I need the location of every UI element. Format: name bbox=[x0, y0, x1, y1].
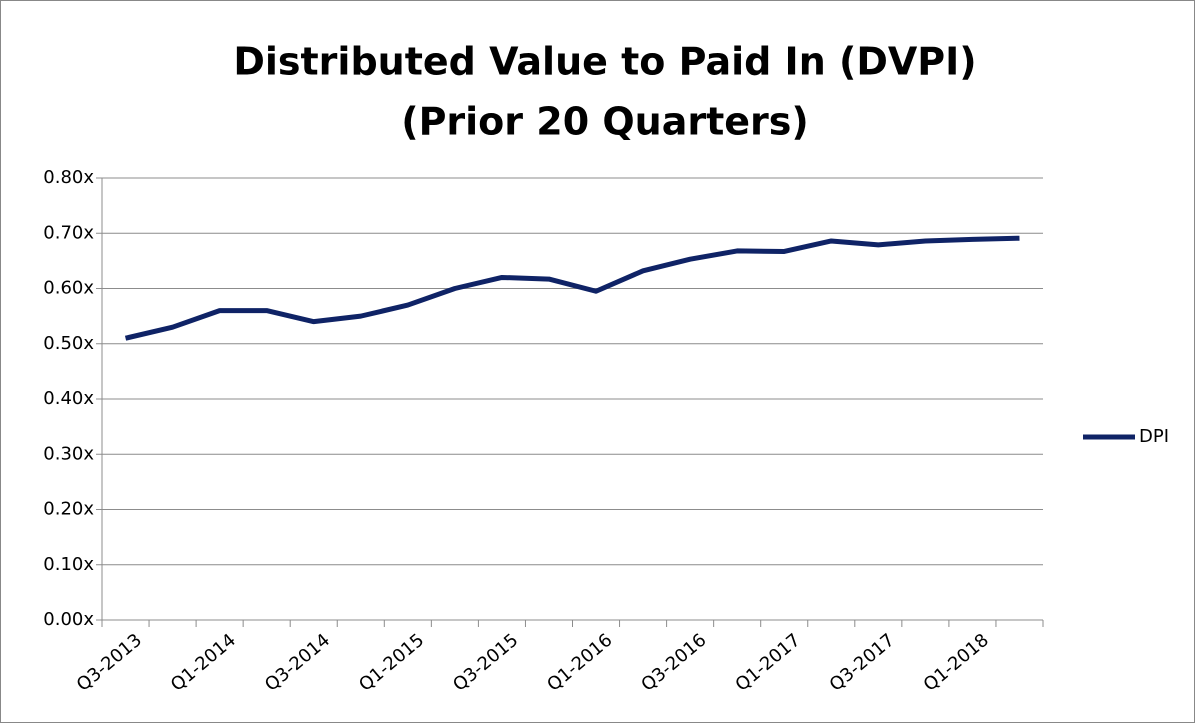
data-line bbox=[124, 235, 1020, 341]
legend-label: DPI bbox=[1139, 426, 1169, 447]
chart-title: (Prior 20 Quarters) bbox=[401, 100, 809, 144]
y-tick-label: 0.50x bbox=[43, 333, 94, 354]
y-tick-label: 0.20x bbox=[43, 499, 94, 520]
y-tick-label: 0.70x bbox=[43, 222, 94, 243]
y-tick-label: 0.80x bbox=[43, 167, 94, 188]
y-tick-label: 0.30x bbox=[43, 443, 94, 464]
y-tick-label: 0.40x bbox=[43, 388, 94, 409]
chart-title: Distributed Value to Paid In (DVPI) bbox=[233, 40, 976, 84]
y-tick-label: 0.10x bbox=[43, 554, 94, 575]
y-tick-label: 0.00x bbox=[43, 609, 94, 630]
y-tick-label: 0.60x bbox=[43, 278, 94, 299]
